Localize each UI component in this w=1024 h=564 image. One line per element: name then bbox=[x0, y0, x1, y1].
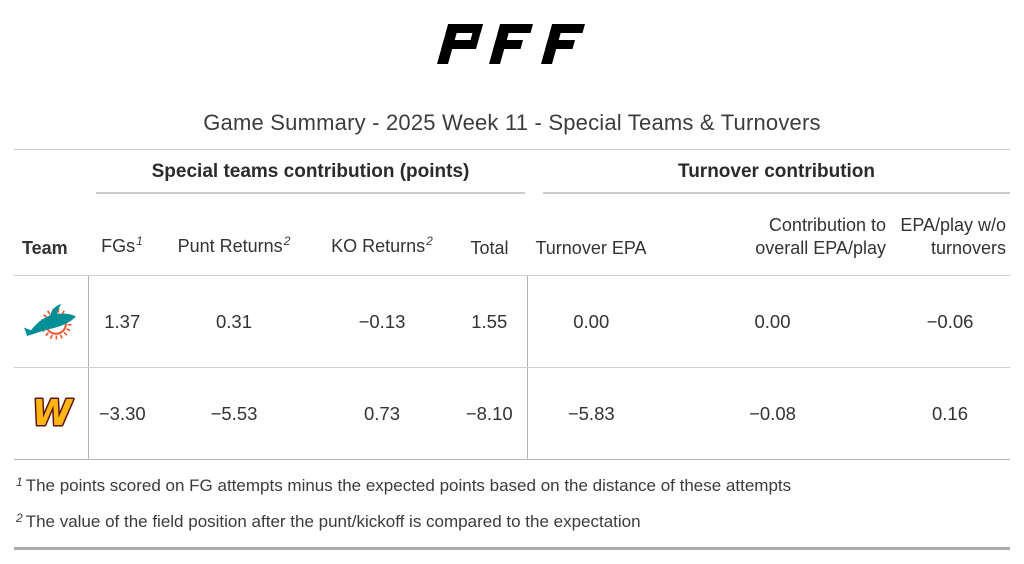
page-title: Game Summary - 2025 Week 11 - Special Te… bbox=[203, 110, 821, 135]
column-header-team: Team bbox=[14, 194, 88, 276]
bottom-divider bbox=[14, 547, 1010, 550]
cell-total: 1.55 bbox=[452, 275, 527, 368]
commanders-logo-cell: W bbox=[14, 367, 88, 460]
cell-ko-returns: 0.73 bbox=[312, 367, 452, 460]
cell-turnover-epa: 0.00 bbox=[526, 275, 655, 368]
pff-logo-icon bbox=[437, 24, 585, 64]
page: Game Summary - 2025 Week 11 - Special Te… bbox=[0, 0, 1024, 550]
footnote-marker: 2 bbox=[426, 233, 433, 248]
washington-commanders-logo-icon: W bbox=[30, 393, 75, 435]
summary-table: Special teams contribution (points) Turn… bbox=[14, 149, 1011, 460]
svg-text:W: W bbox=[32, 393, 74, 434]
pff-logo bbox=[0, 0, 1024, 66]
column-header-turnover-epa: Turnover EPA bbox=[527, 194, 655, 276]
footnote-1-marker: 1 bbox=[16, 474, 23, 489]
footnote-2-text: The value of the field position after th… bbox=[25, 512, 641, 531]
column-header-row: Team FGs1 Punt Returns2 KO Returns2 Tota… bbox=[14, 194, 1011, 276]
table-row-commanders: W −3.30 −5.53 0.73 −8.10 −5.83 −0.08 0.1… bbox=[14, 367, 1011, 460]
cell-contribution-epa: 0.00 bbox=[655, 275, 890, 368]
group-header-turnover: Turnover contribution bbox=[527, 150, 1011, 194]
cell-epa-wo-turnovers: 0.16 bbox=[890, 367, 1011, 460]
column-header-punt-returns: Punt Returns2 bbox=[156, 194, 312, 276]
footnote-2: 2 The value of the field position after t… bbox=[16, 511, 1010, 534]
footnote-2-marker: 2 bbox=[16, 510, 23, 525]
footnote-marker: 2 bbox=[283, 233, 291, 248]
cell-fgs: 1.37 bbox=[87, 275, 156, 368]
footnote-1: 1 The points scored on FG attempts minus … bbox=[16, 475, 1010, 498]
dolphins-logo-cell bbox=[14, 275, 88, 368]
group-header-spacer bbox=[14, 150, 88, 195]
cell-epa-wo-turnovers: −0.06 bbox=[890, 275, 1011, 368]
column-header-epa-wo-turnovers: EPA/play w/o turnovers bbox=[890, 194, 1011, 276]
column-header-fgs: FGs1 bbox=[88, 194, 156, 276]
cell-turnover-epa: −5.83 bbox=[526, 367, 655, 460]
table-row-dolphins: 1.37 0.31 −0.13 1.55 0.00 0.00 −0.06 bbox=[14, 275, 1011, 368]
footnote-marker: 1 bbox=[136, 233, 143, 248]
footnotes: 1 The points scored on FG attempts minus … bbox=[16, 475, 1010, 534]
column-header-contribution-epa: Contribution to overall EPA/play bbox=[655, 194, 890, 276]
footnote-1-text: The points scored on FG attempts minus t… bbox=[25, 476, 792, 495]
group-header-special-teams: Special teams contribution (points) bbox=[88, 150, 527, 194]
cell-contribution-epa: −0.08 bbox=[655, 367, 890, 460]
cell-punt-returns: 0.31 bbox=[156, 275, 312, 368]
cell-fgs: −3.30 bbox=[87, 367, 156, 460]
column-header-total: Total bbox=[452, 194, 527, 276]
column-header-ko-returns: KO Returns2 bbox=[312, 194, 452, 276]
cell-punt-returns: −5.53 bbox=[156, 367, 312, 460]
group-header-row: Special teams contribution (points) Turn… bbox=[14, 150, 1011, 195]
cell-total: −8.10 bbox=[452, 367, 527, 460]
miami-dolphins-logo-icon bbox=[23, 303, 76, 339]
cell-ko-returns: −0.13 bbox=[312, 275, 452, 368]
